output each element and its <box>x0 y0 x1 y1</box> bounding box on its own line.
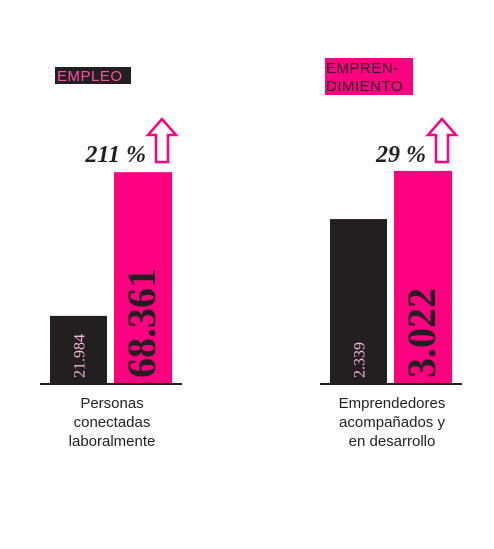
annotation: 29 % <box>375 142 426 168</box>
x-label: conectadas <box>74 414 151 431</box>
x-label: Emprendedores <box>339 395 446 412</box>
annotation: 211 % <box>84 142 146 168</box>
bar <box>114 172 172 384</box>
x-label: acompañados y <box>339 414 445 431</box>
arrow <box>425 117 459 164</box>
badge <box>325 58 413 95</box>
badge-text: EMPLEO <box>57 68 123 85</box>
bar <box>394 170 452 384</box>
arrow <box>145 117 179 164</box>
bar <box>330 219 387 384</box>
badge-text: DIMIENTO <box>326 78 403 95</box>
value-label: 2.339 <box>352 342 369 378</box>
value-label: 21.984 <box>72 334 89 378</box>
value-label: 68.361 <box>119 268 164 378</box>
badge-text: EMPREN- <box>326 60 399 77</box>
value-label: 3.022 <box>399 288 444 378</box>
bar <box>50 315 107 384</box>
x-label: en desarrollo <box>349 433 436 450</box>
x-label: Personas <box>80 395 143 412</box>
badge <box>55 67 131 84</box>
x-label: laboralmente <box>69 433 156 450</box>
